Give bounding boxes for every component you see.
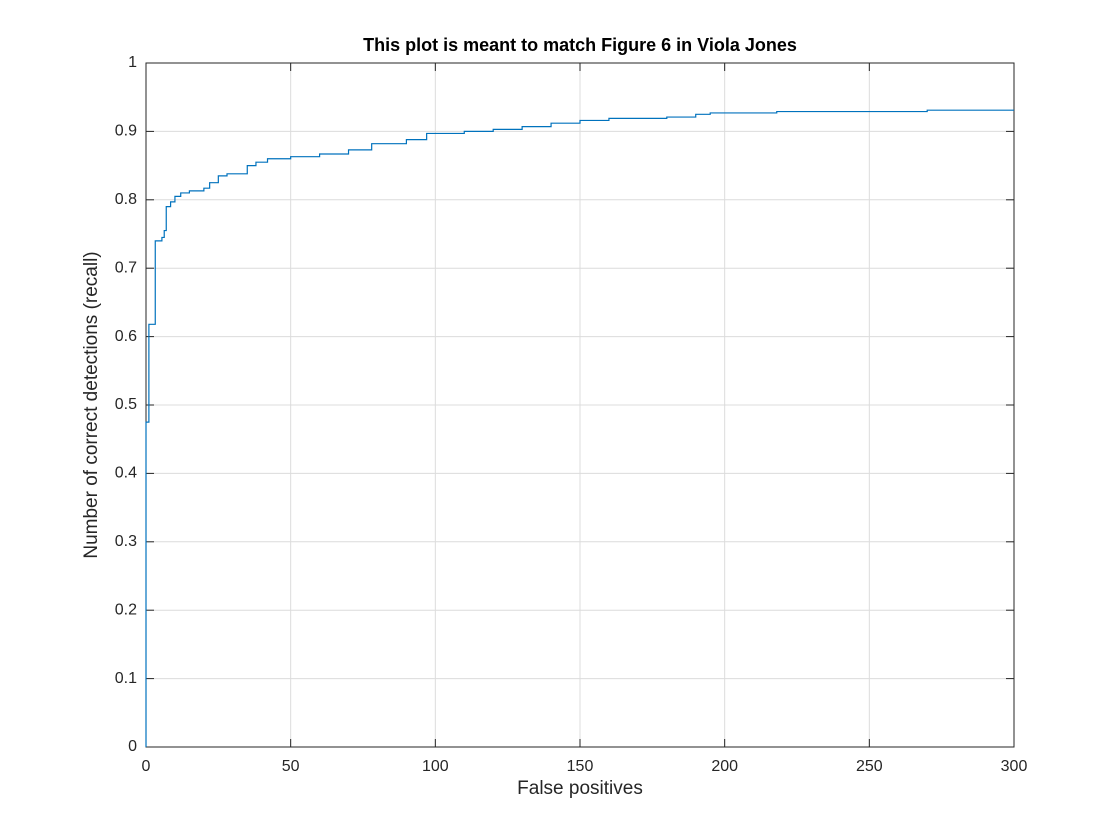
y-tick-label: 0.9: [115, 123, 137, 140]
x-tick-label: 50: [282, 758, 300, 775]
y-tick-label: 0.3: [115, 533, 137, 550]
x-axis-label: False positives: [517, 778, 643, 799]
x-tick-label: 200: [711, 758, 738, 775]
y-axis-label: Number of correct detections (recall): [81, 251, 102, 558]
y-tick-label: 0: [128, 738, 137, 755]
y-tick-label: 0.5: [115, 396, 137, 413]
chart-title: This plot is meant to match Figure 6 in …: [363, 35, 797, 55]
x-tick-label: 150: [567, 758, 594, 775]
y-tick-label: 0.2: [115, 601, 137, 618]
x-tick-label: 300: [1001, 758, 1028, 775]
y-tick-label: 0.7: [115, 259, 137, 276]
y-tick-label: 1: [128, 54, 137, 71]
y-tick-label: 0.8: [115, 191, 137, 208]
plot-frame: [145, 62, 1015, 748]
data-line: [145, 109, 1014, 747]
x-tick-label: 0: [142, 758, 151, 775]
y-tick-label: 0.1: [115, 670, 137, 687]
x-tick-label: 250: [856, 758, 883, 775]
x-tick-label: 100: [422, 758, 449, 775]
y-tick-label: 0.4: [115, 465, 137, 482]
y-tick-label: 0.6: [115, 328, 137, 345]
